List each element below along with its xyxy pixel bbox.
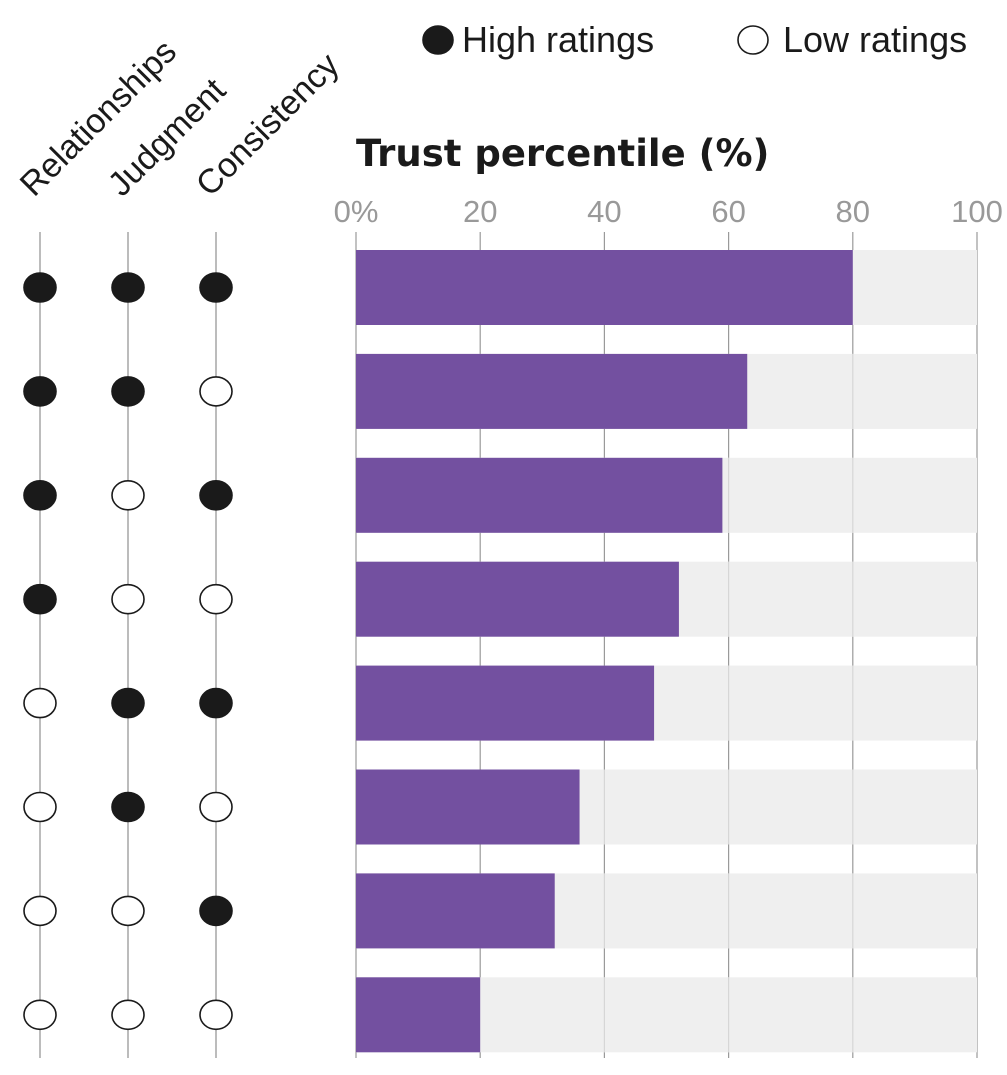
high-rating-dot (111, 376, 145, 407)
high-rating-dot (23, 376, 57, 407)
high-rating-dot (23, 583, 57, 615)
legend: High ratings Low ratings (422, 19, 967, 60)
low-rating-dot (23, 687, 57, 719)
bar (356, 250, 853, 325)
legend-open-dot (737, 25, 769, 55)
high-rating-dot (23, 479, 57, 511)
bar (356, 665, 655, 741)
x-tick-label: 100 (951, 194, 1003, 229)
high-rating-dot (111, 687, 145, 719)
x-tick-label: 40 (587, 194, 621, 229)
chart-title: Trust percentile (%) (356, 132, 769, 175)
high-rating-dot (199, 272, 233, 303)
bars (356, 250, 977, 1053)
x-tick-label: 60 (711, 194, 745, 229)
low-rating-dot (23, 791, 57, 823)
low-rating-dot (199, 999, 233, 1031)
bar (356, 769, 580, 845)
bar (356, 977, 481, 1053)
x-tick-label: 80 (836, 194, 870, 229)
bar (356, 457, 723, 533)
bar (356, 561, 679, 637)
low-rating-dot (23, 999, 57, 1031)
low-rating-dot (199, 791, 233, 823)
high-rating-dot (111, 272, 145, 303)
low-rating-dot (111, 479, 145, 511)
low-rating-dot (111, 895, 145, 927)
dimension-label: Consistency (189, 46, 347, 204)
bar (356, 353, 748, 429)
low-rating-dot (111, 999, 145, 1031)
high-rating-dot (199, 687, 233, 719)
low-rating-dot (111, 583, 145, 615)
rating-dots (23, 272, 233, 1031)
x-tick-label: 20 (463, 194, 497, 229)
bar (356, 873, 555, 949)
legend-label: Low ratings (783, 19, 967, 60)
low-rating-dot (23, 895, 57, 927)
high-rating-dot (199, 895, 233, 927)
high-rating-dot (23, 272, 57, 303)
legend-label: High ratings (462, 19, 654, 60)
x-axis-ticks: 0% 20 40 60 80 100 (334, 194, 1003, 229)
high-rating-dot (199, 479, 233, 511)
low-rating-dot (199, 583, 233, 615)
high-rating-dot (111, 791, 145, 823)
rating-columns (39, 232, 217, 1058)
x-tick-label: 0% (334, 194, 379, 229)
low-rating-dot (199, 376, 233, 407)
legend-filled-dot (422, 25, 454, 55)
